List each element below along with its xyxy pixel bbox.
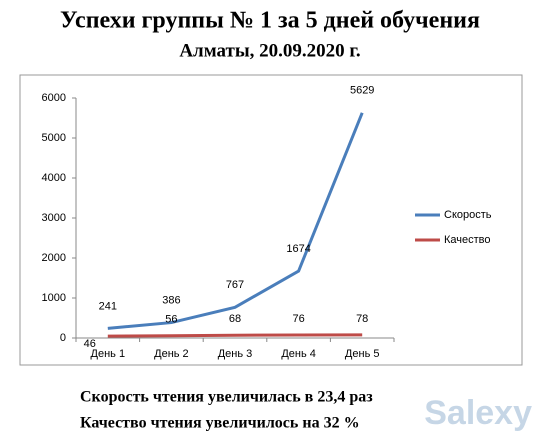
y-tick-label: 4000: [42, 172, 66, 184]
data-label: 46: [84, 338, 96, 350]
y-tick-label: 1000: [42, 292, 66, 304]
y-tick-label: 2000: [42, 252, 66, 264]
x-tick-label: День 2: [154, 348, 189, 360]
data-label: 76: [292, 313, 304, 325]
data-label: 56: [165, 314, 177, 326]
data-label: 68: [229, 313, 241, 325]
series-line: [107, 333, 363, 338]
x-tick-label: День 1: [91, 348, 126, 360]
legend-label: Скорость: [444, 209, 492, 221]
chart-subtitle: Алматы, 20.09.2020 г.: [179, 40, 360, 61]
chart-frame: [19, 74, 523, 366]
y-tick-label: 5000: [42, 132, 66, 144]
data-label: 386: [162, 294, 180, 306]
chart-title: Успехи группы № 1 за 5 дней обучения: [60, 8, 480, 34]
legend-label: Качество: [444, 234, 491, 246]
x-tick-label: День 3: [218, 348, 253, 360]
x-tick-label: День 4: [281, 348, 316, 360]
y-tick-label: 6000: [42, 92, 66, 104]
note: Качество чтения увеличилось на 32 %: [80, 415, 360, 432]
y-tick-label: 0: [60, 332, 66, 344]
data-label: 241: [99, 300, 117, 312]
note: Скорость чтения увеличилась в 23,4 раз: [80, 389, 373, 406]
data-label: 1674: [286, 243, 310, 255]
x-tick-label: День 5: [345, 348, 380, 360]
watermark: Salexy: [424, 394, 532, 432]
data-label: 78: [356, 313, 368, 325]
series-line: [107, 112, 364, 330]
data-label: 767: [226, 279, 244, 291]
data-label: 5629: [350, 85, 374, 97]
y-tick-label: 3000: [42, 212, 66, 224]
